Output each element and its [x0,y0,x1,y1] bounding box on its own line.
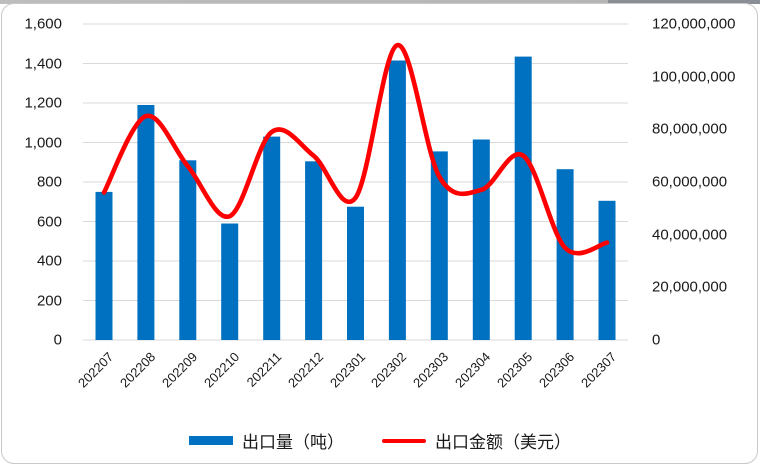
y-axis-left-tick: 1,200 [24,94,62,112]
chart-card [1,3,758,464]
y-axis-right-tick: 40,000,000 [652,226,728,244]
bar-swatch [189,436,233,445]
bar-202304 [472,139,490,340]
y-axis-left-tick: 1,600 [24,15,62,33]
y-axis-right-tick: 120,000,000 [652,15,736,33]
y-axis-left-tick: 800 [36,173,62,191]
bar-202301 [347,206,364,340]
bar-202212 [305,161,323,340]
bar-series [95,56,616,340]
y-axis-left-tick: 400 [36,252,62,270]
line-series [101,42,610,256]
bar-202209 [179,160,197,340]
bar-202303 [430,151,448,340]
y-axis-right-tick: 60,000,000 [652,173,728,191]
y-axis-right-tick: 100,000,000 [652,68,736,86]
bar-202306 [556,169,574,340]
y-axis-left-tick: 200 [36,292,62,309]
y-axis-left-tick: 600 [36,213,62,230]
bar-202210 [221,223,239,340]
bar-202211 [263,136,281,340]
legend-label-export-amount: 出口金额（美元） [435,433,571,453]
legend-item-export-amount: 出口金额（美元） [382,428,571,453]
window-edge-strip [0,0,760,4]
legend-item-export-volume: 出口量（吨） [189,428,344,453]
bar-202207 [95,191,113,340]
y-axis-left-tick: 1,400 [24,55,62,72]
y-axis-right-tick: 0 [652,331,661,349]
bar-202307 [598,200,616,340]
bar-202302 [388,60,406,340]
bar-202305 [514,56,532,340]
line-path [101,42,610,256]
bar-202208 [137,105,155,340]
line-swatch [382,438,426,443]
y-axis-left-tick: 0 [53,331,62,349]
legend: 出口量（吨） 出口金额（美元） [0,428,760,453]
y-axis-right-tick: 80,000,000 [652,120,728,138]
y-axis-left-tick: 1,000 [24,134,62,151]
legend-label-export-volume: 出口量（吨） [242,433,344,453]
y-axis-right-tick: 20,000,000 [652,278,728,296]
